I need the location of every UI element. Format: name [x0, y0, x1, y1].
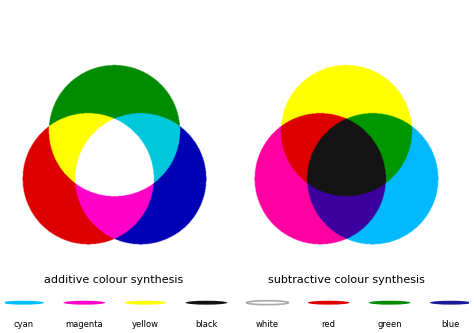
Text: cyan: cyan — [13, 320, 33, 329]
Text: red: red — [321, 320, 336, 329]
Circle shape — [125, 301, 166, 305]
Circle shape — [64, 301, 105, 305]
Text: magenta: magenta — [65, 320, 103, 329]
Text: yellow: yellow — [132, 320, 159, 329]
Text: blue: blue — [441, 320, 460, 329]
Text: green: green — [377, 320, 402, 329]
Circle shape — [2, 301, 44, 305]
Circle shape — [185, 301, 228, 305]
Circle shape — [308, 301, 349, 305]
Circle shape — [369, 301, 410, 305]
Text: black: black — [195, 320, 218, 329]
Circle shape — [430, 301, 472, 305]
Text: white: white — [256, 320, 279, 329]
Circle shape — [246, 301, 288, 305]
Text: additive colour synthesis: additive colour synthesis — [44, 275, 183, 285]
Text: subtractive colour synthesis: subtractive colour synthesis — [268, 275, 424, 285]
